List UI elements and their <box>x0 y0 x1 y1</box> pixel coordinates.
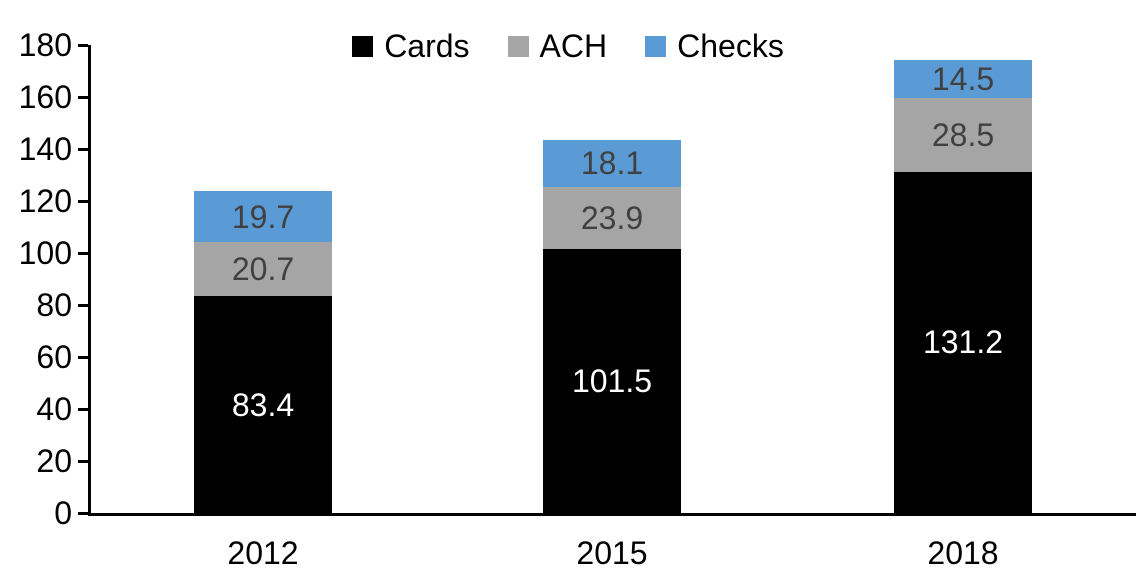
y-axis-tick <box>78 459 88 463</box>
bar-segment-2018-ach: 28.5 <box>894 97 1032 172</box>
legend-swatch-icon <box>507 35 529 57</box>
y-axis-tick <box>78 199 88 203</box>
y-axis-tick-label: 120 <box>18 183 72 219</box>
y-axis-tick-label: 160 <box>18 79 72 115</box>
bar-segment-2018-cards: 131.2 <box>894 171 1032 513</box>
legend-item-cards: Cards <box>352 28 470 64</box>
y-axis-tick <box>78 303 88 307</box>
y-axis-tick-label: 80 <box>36 287 72 323</box>
x-axis-label-2015: 2015 <box>576 535 648 571</box>
legend-item-checks: Checks <box>645 30 784 62</box>
bar-segment-2015-checks: 18.1 <box>543 139 681 187</box>
legend-label: ACH <box>539 28 608 64</box>
bar-segment-2012-checks: 19.7 <box>194 191 332 243</box>
bar-value-label: 101.5 <box>571 363 653 400</box>
bar-segment-2012-cards: 83.4 <box>194 296 332 513</box>
y-axis-tick-label: 0 <box>54 495 72 531</box>
legend-item-ach: ACH <box>507 28 608 64</box>
y-axis-tick-label: 100 <box>18 235 72 271</box>
plot-area: 0 20 40 60 80 100 120 140 160 180 83.4 20.7 19.7 2012… <box>19 29 1136 569</box>
legend-swatch-icon <box>352 35 374 57</box>
y-axis-tick-label: 60 <box>36 339 72 375</box>
bar-segment-2015-cards: 101.5 <box>543 249 681 513</box>
y-axis-tick <box>78 95 88 99</box>
y-axis-tick <box>78 407 88 411</box>
y-axis-tick <box>78 355 88 359</box>
bar-segment-2012-ach: 20.7 <box>194 242 332 297</box>
x-axis-label-2012: 2012 <box>227 535 299 571</box>
y-axis-tick <box>78 43 88 47</box>
bar-value-label: 28.5 <box>931 116 995 153</box>
y-axis-tick-label: 180 <box>18 27 72 63</box>
y-axis-tick-label: 20 <box>36 443 72 479</box>
legend-label: Checks <box>677 28 784 64</box>
bar-segment-2015-ach: 23.9 <box>543 186 681 250</box>
bar-value-label: 23.9 <box>580 200 644 237</box>
y-axis-tick <box>78 511 88 515</box>
legend-swatch-icon <box>645 35 667 57</box>
y-axis-tick-label: 40 <box>36 391 72 427</box>
bar-value-label: 131.2 <box>922 324 1004 361</box>
bar-value-label: 18.1 <box>580 145 644 182</box>
bar-value-label: 83.4 <box>231 386 295 423</box>
y-axis-tick <box>78 251 88 255</box>
bar-segment-2018-checks: 14.5 <box>894 60 1032 98</box>
y-axis-tick <box>78 147 88 151</box>
y-axis-tick-label: 140 <box>18 131 72 167</box>
legend-label: Cards <box>384 28 470 64</box>
bar-value-label: 20.7 <box>231 251 295 288</box>
legend: Cards ACH Checks <box>0 30 1136 62</box>
bar-value-label: 19.7 <box>231 198 295 235</box>
x-axis-label-2018: 2018 <box>927 535 999 571</box>
bar-value-label: 14.5 <box>931 60 995 97</box>
